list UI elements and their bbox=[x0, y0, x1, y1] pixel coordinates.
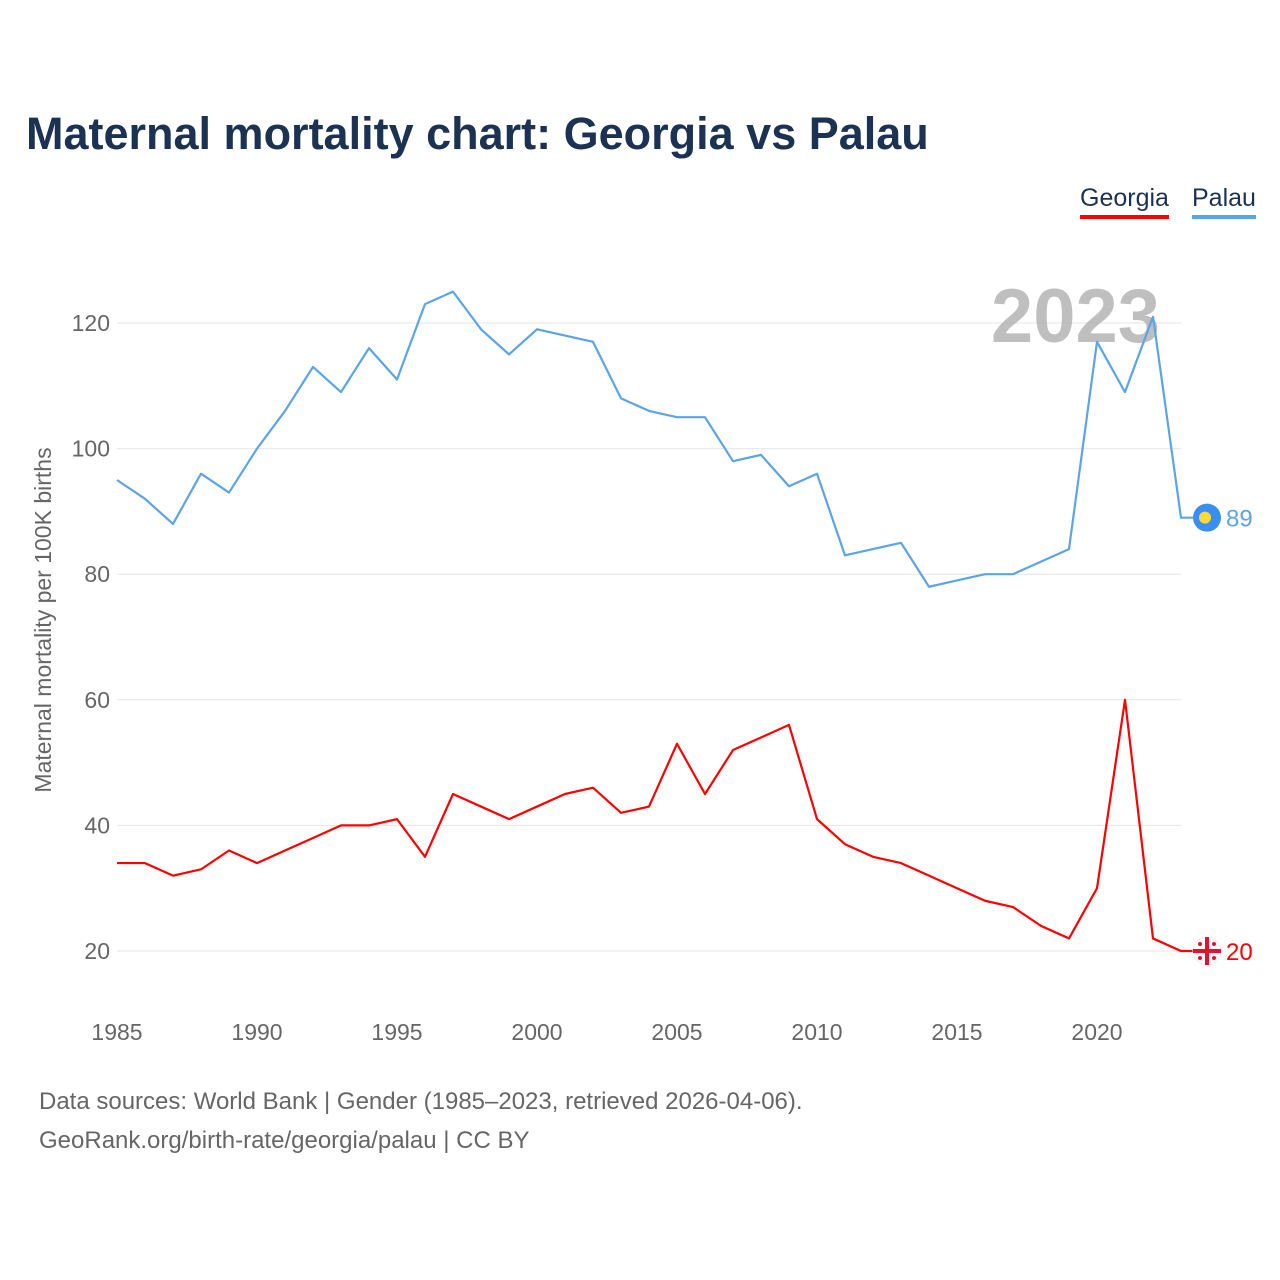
georgia-flag-small-cross-icon bbox=[1212, 956, 1216, 960]
georgia-flag-small-cross-icon bbox=[1198, 956, 1202, 960]
x-tick-label: 2020 bbox=[1071, 1019, 1122, 1045]
legend-georgia[interactable]: Georgia bbox=[1080, 184, 1169, 219]
chart-title: Maternal mortality chart: Georgia vs Pal… bbox=[26, 108, 929, 159]
x-tick-label: 2010 bbox=[791, 1019, 842, 1045]
x-tick-label: 1995 bbox=[371, 1019, 422, 1045]
y-tick-label: 20 bbox=[84, 938, 110, 964]
x-tick-label: 2015 bbox=[931, 1019, 982, 1045]
x-tick-label: 1990 bbox=[231, 1019, 282, 1045]
footer-credit: GeoRank.org/birth-rate/georgia/palau | C… bbox=[39, 1127, 530, 1154]
georgia-flag-cross-icon bbox=[1193, 949, 1221, 953]
y-tick-label: 100 bbox=[72, 436, 110, 462]
georgia-flag-small-cross-icon bbox=[1212, 942, 1216, 946]
footer-sources: Data sources: World Bank | Gender (1985–… bbox=[39, 1088, 803, 1115]
y-tick-label: 40 bbox=[84, 812, 110, 838]
end-value-label-georgia: 20 bbox=[1226, 939, 1253, 966]
x-tick-label: 1985 bbox=[91, 1019, 142, 1045]
georgia-flag-small-cross-icon bbox=[1198, 942, 1202, 946]
series-line-georgia bbox=[117, 698, 1195, 953]
end-value-label-palau: 89 bbox=[1226, 506, 1253, 533]
year-watermark: 2023 bbox=[991, 274, 1160, 359]
series-line-palau bbox=[116, 290, 1195, 588]
y-axis-label: Maternal mortality per 100K births bbox=[30, 447, 56, 792]
x-tick-label: 2005 bbox=[651, 1019, 702, 1045]
y-tick-label: 80 bbox=[84, 561, 110, 587]
legend-palau[interactable]: Palau bbox=[1192, 184, 1256, 219]
y-tick-label: 120 bbox=[72, 310, 110, 336]
palau-flag-sun-icon bbox=[1199, 511, 1211, 524]
x-tick-label: 2000 bbox=[511, 1019, 562, 1045]
y-tick-label: 60 bbox=[84, 687, 110, 713]
